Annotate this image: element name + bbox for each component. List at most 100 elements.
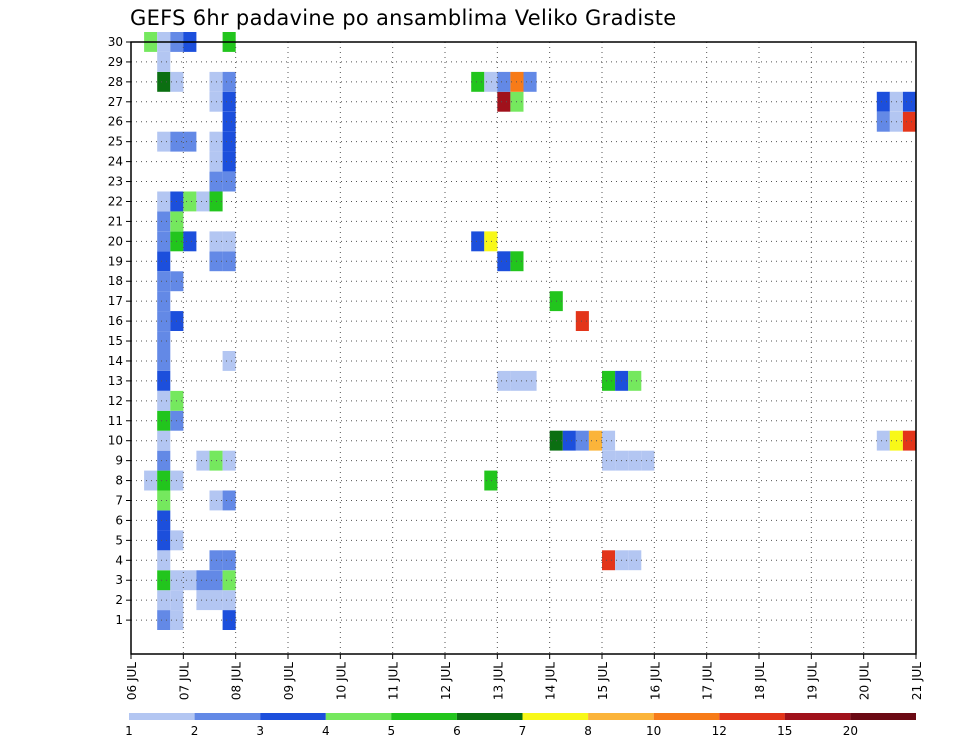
y-tick-label: 26 <box>108 115 123 129</box>
colorbar-label: 20 <box>843 724 858 738</box>
heatmap-cell <box>902 111 916 132</box>
heatmap-cell <box>183 191 197 212</box>
heatmap-cell <box>157 590 171 611</box>
y-tick-label: 15 <box>108 334 123 348</box>
x-tick-label: 14 JUL <box>544 662 558 700</box>
heatmap-cell <box>157 231 171 252</box>
colorbar-swatch <box>588 713 654 720</box>
plot-frame <box>130 41 917 655</box>
heatmap-cell <box>157 410 171 431</box>
x-tick-label: 10 JUL <box>334 662 348 700</box>
x-tick-label: 21 JUL <box>910 662 924 700</box>
y-tick-label: 24 <box>108 155 123 169</box>
colorbar-swatch <box>653 713 720 720</box>
y-tick-label: 28 <box>108 75 123 89</box>
colorbar-label: 8 <box>584 724 592 738</box>
y-tick-label: 12 <box>108 394 123 408</box>
x-tick-label: 20 JUL <box>858 662 872 700</box>
y-tick-label: 21 <box>108 214 123 228</box>
heatmap-cell <box>157 550 171 571</box>
colorbar-swatch <box>456 713 523 720</box>
y-tick-label: 14 <box>108 354 123 368</box>
y-tick-label: 22 <box>108 194 123 208</box>
heatmap-cell <box>157 351 171 371</box>
heatmap-cell <box>471 71 485 92</box>
colorbar-label: 3 <box>256 724 264 738</box>
y-tick-label: 17 <box>108 294 123 308</box>
y-tick-label: 23 <box>108 175 123 189</box>
colorbar-swatch <box>850 713 916 720</box>
colorbar-swatch <box>522 713 589 720</box>
heatmap-cell <box>222 171 236 192</box>
x-tick-label: 16 JUL <box>648 662 662 700</box>
colorbar-label: 15 <box>777 724 792 738</box>
heatmap-cell <box>157 291 171 312</box>
x-tick-label: 18 JUL <box>753 662 767 700</box>
heatmap-cell <box>157 570 171 591</box>
heatmap-cell <box>157 450 171 471</box>
y-tick-label: 1 <box>115 613 123 627</box>
heatmap-cell <box>196 570 210 591</box>
heatmap-cell <box>876 430 890 451</box>
colorbar-label: 10 <box>646 724 661 738</box>
heatmap-cell <box>196 590 210 611</box>
heatmap-cell <box>222 251 236 272</box>
heatmap-cell <box>497 91 511 112</box>
y-tick-label: 18 <box>108 274 123 288</box>
heatmap-cell <box>602 370 616 391</box>
x-tick-label: 17 JUL <box>701 662 715 700</box>
y-tick-label: 29 <box>108 55 123 69</box>
heatmap-cell <box>602 430 616 451</box>
heatmap-cell <box>157 470 171 491</box>
heatmap-cell <box>157 191 171 212</box>
colorbar-swatch <box>719 713 785 720</box>
colorbar-swatch <box>784 713 851 720</box>
heatmap-cell <box>183 231 197 252</box>
heatmap-cell <box>183 131 197 152</box>
heatmap-cell <box>222 91 236 112</box>
heatmap-cell <box>471 231 485 252</box>
colorbar-label: 1 <box>125 724 133 738</box>
colorbar-layer: 1 2 3 4 5 6 7 8 10 12 15 20 <box>125 713 916 738</box>
heatmap-cell <box>562 430 576 451</box>
heatmap-cell <box>523 370 537 391</box>
heatmap-cell <box>222 550 236 571</box>
y-tick-label: 3 <box>115 573 123 587</box>
heatmap-cell <box>157 311 171 331</box>
axes-layer: 1234567891011121314151617181920212223242… <box>108 35 924 700</box>
heatmap-cell <box>157 530 171 551</box>
heatmap-cell <box>602 450 616 471</box>
colorbar-swatch <box>325 713 392 720</box>
colorbar-label: 12 <box>712 724 727 738</box>
y-tick-label: 20 <box>108 234 123 248</box>
heatmap-cell <box>222 450 236 471</box>
y-tick-label: 7 <box>115 494 123 508</box>
heatmap-cell <box>157 610 171 630</box>
heatmap-cell <box>157 331 171 351</box>
heatmap-cell <box>157 211 171 232</box>
heatmap-cell <box>523 71 537 92</box>
heatmap-cell <box>157 271 171 292</box>
heatmap-cell <box>575 430 589 451</box>
y-tick-label: 30 <box>108 35 123 49</box>
y-tick-label: 4 <box>115 553 123 567</box>
heatmap-cell <box>876 111 890 132</box>
heatmap-cell <box>484 470 498 491</box>
heatmap-cell <box>157 370 171 391</box>
colorbar-swatch <box>129 713 195 720</box>
heatmap-cell <box>484 71 498 92</box>
y-tick-label: 5 <box>115 533 123 547</box>
heatmap-cell <box>484 231 498 252</box>
colorbar-label: 6 <box>453 724 461 738</box>
heatmap-cell <box>222 351 236 371</box>
heatmap-cell <box>157 251 171 272</box>
heatmap-cell <box>222 231 236 252</box>
heatmap-cell <box>628 370 642 391</box>
x-tick-label: 13 JUL <box>491 662 505 700</box>
y-tick-label: 19 <box>108 254 123 268</box>
heatmap-cell <box>157 131 171 152</box>
heatmap-cell <box>628 550 642 571</box>
heatmap-cell <box>157 390 171 411</box>
heatmap-cell <box>222 111 236 132</box>
